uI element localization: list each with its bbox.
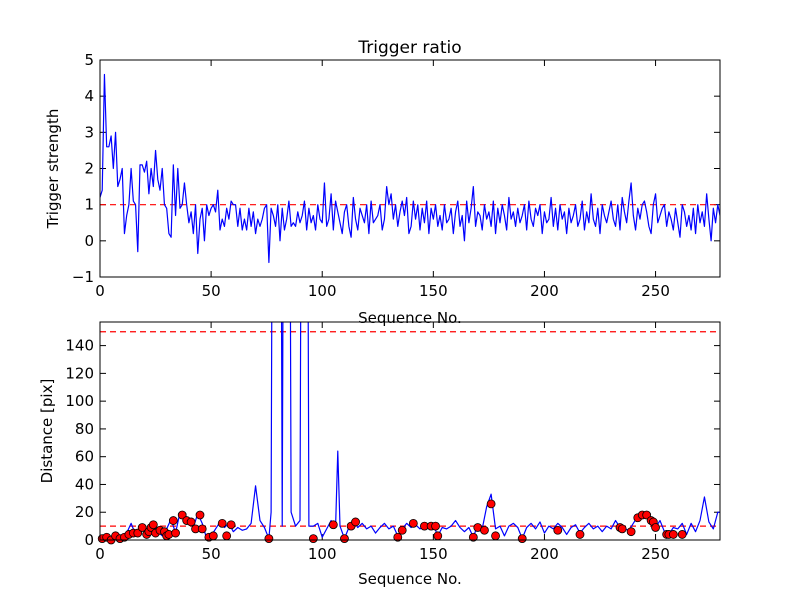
y-axis-label: Trigger strength [44,109,62,230]
data-point [491,531,500,541]
data-point [226,520,236,530]
data-point [677,530,687,539]
series-line [100,322,720,540]
data-point [553,525,563,535]
data-point [222,531,232,541]
x-tick-label: 100 [308,282,337,300]
trigger-ratio-chart: Trigger ratio Trigger strength Sequence … [44,38,721,327]
data-point [208,531,218,541]
data-point [431,521,440,531]
data-point [328,520,338,530]
x-tick-label: 250 [641,282,670,300]
x-tick-label: 50 [202,282,221,300]
data-point [195,510,205,520]
x-tick-label: 50 [202,545,221,563]
y-tick-label: 5 [84,51,94,69]
data-point [217,518,227,528]
x-tick-label: 200 [530,282,559,300]
data-point [351,517,360,527]
y-tick-label: 1 [84,196,94,214]
tick-group: 0 50 100 150 200 250 0 20 40 60 80 100 120 140 [65,322,720,563]
y-axis-label: Distance [pix] [38,379,56,484]
data-point [433,531,443,541]
data-point [197,524,207,534]
x-tick-label: 0 [95,545,105,563]
x-tick-label: 150 [419,545,448,563]
y-tick-label: 120 [65,364,94,382]
x-tick-label: 100 [308,545,337,563]
data-point [397,525,407,535]
y-tick-label: 20 [75,503,94,521]
data-point [617,524,627,534]
data-point [148,520,158,530]
data-point [408,518,418,528]
y-tick-label: 40 [75,475,94,493]
plot-area [100,73,720,264]
data-point [340,534,349,544]
chart-title: Trigger ratio [357,38,461,58]
plot-frame [99,59,721,278]
data-point [480,525,489,535]
y-tick-label: 0 [84,531,94,549]
y-tick-label: 100 [65,392,94,410]
y-tick-label: 80 [75,420,94,438]
x-axis-label: Sequence No. [358,570,462,588]
data-point [137,523,147,532]
data-point [186,517,196,527]
data-point [517,534,527,544]
plot-frame [99,321,721,541]
y-tick-label: 0 [84,232,94,250]
x-tick-label: 150 [419,282,448,300]
data-point [168,516,178,525]
reference-lines [100,331,720,527]
data-point [264,534,274,544]
data-point [668,530,678,539]
y-tick-label: 2 [84,160,94,178]
distance-chart: Distance [pix] Sequence No. 0 50 100 150 200… [38,321,721,588]
marker-group [97,499,687,545]
data-point [393,532,403,542]
y-tick-label: 3 [84,123,94,141]
y-tick-label: −1 [72,268,94,286]
x-tick-label: 0 [95,282,105,300]
y-tick-label: 140 [65,337,94,355]
data-point [308,534,318,544]
x-axis-label: Sequence No. [358,309,462,327]
data-point [486,499,496,509]
series-line [100,73,720,264]
y-tick-label: 60 [75,448,94,466]
x-tick-label: 250 [641,545,670,563]
data-point [468,532,478,542]
data-point [171,528,180,538]
x-tick-label: 200 [530,545,559,563]
data-point [651,523,660,532]
data-point [626,527,636,537]
data-point [575,530,585,539]
y-tick-label: 4 [84,87,94,105]
plot-area [100,322,720,540]
